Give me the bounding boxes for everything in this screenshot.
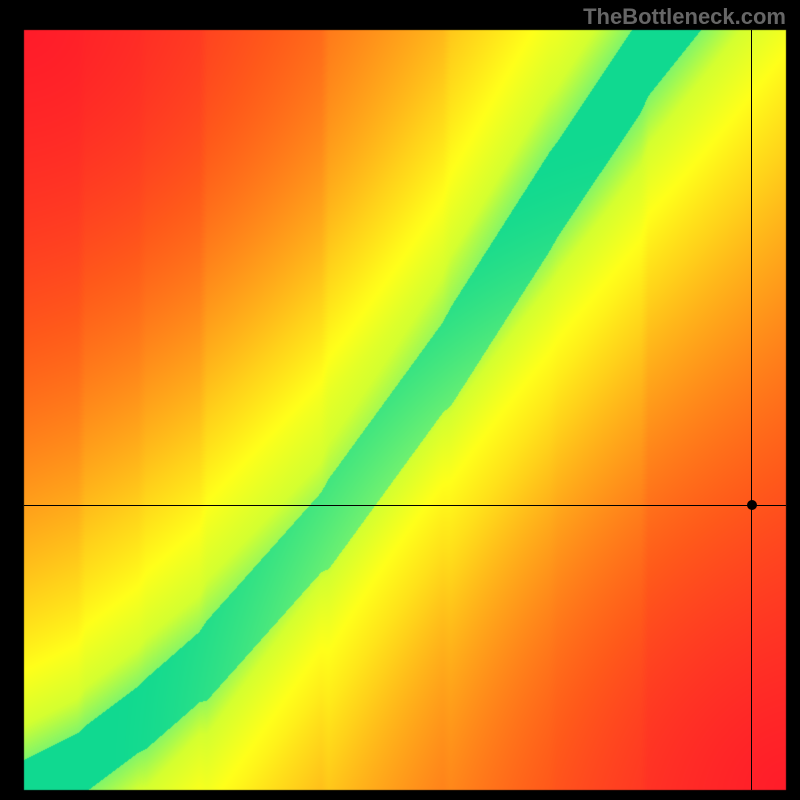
watermark-text: TheBottleneck.com bbox=[583, 4, 786, 30]
crosshair-marker bbox=[747, 500, 757, 510]
crosshair-horizontal bbox=[24, 505, 786, 506]
crosshair-vertical bbox=[751, 30, 752, 790]
bottleneck-heatmap bbox=[0, 0, 800, 800]
